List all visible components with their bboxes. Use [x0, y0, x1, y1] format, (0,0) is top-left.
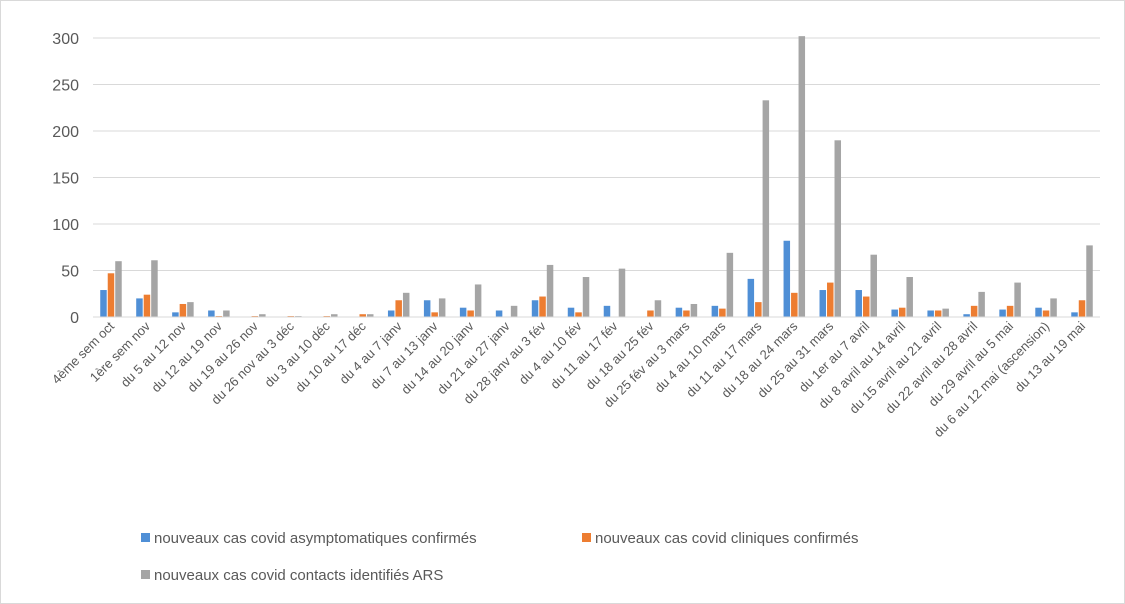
bar-series-3 — [474, 284, 482, 317]
legend-swatch — [141, 570, 150, 579]
bar-series-1 — [675, 307, 683, 317]
legend-swatch — [141, 533, 150, 542]
bar-series-2 — [755, 302, 762, 317]
bar-series-3 — [726, 252, 734, 317]
bar-series-2 — [719, 308, 726, 317]
bar-series-2 — [683, 310, 690, 317]
bar-series-1 — [423, 300, 431, 317]
y-tick-label: 0 — [70, 310, 79, 327]
bar-series-3 — [259, 314, 266, 317]
bar-series-2 — [647, 310, 654, 317]
bar-series-1 — [855, 290, 862, 317]
y-tick-label: 300 — [52, 31, 79, 48]
legend: nouveaux cas covid asymptomatiques confi… — [141, 530, 858, 584]
bar-series-3 — [402, 292, 410, 317]
bar-series-2 — [395, 300, 402, 317]
bars — [100, 36, 1093, 317]
bar-series-1 — [999, 309, 1006, 317]
bar-series-3 — [582, 277, 590, 317]
bar-series-1 — [711, 305, 719, 317]
bar-series-3 — [798, 36, 806, 317]
bar-series-3 — [546, 264, 554, 317]
bar-series-3 — [1014, 282, 1021, 317]
bar-series-3 — [870, 254, 877, 317]
legend-label: nouveaux cas covid cliniques confirmés — [595, 530, 858, 547]
y-tick-label: 200 — [52, 124, 79, 141]
bar-series-3 — [834, 140, 842, 317]
bar-series-1 — [891, 309, 898, 317]
bar-series-2 — [575, 312, 582, 317]
bar-series-3 — [762, 100, 770, 317]
bar-series-1 — [100, 290, 107, 317]
bar-series-2 — [934, 310, 942, 317]
y-tick-label: 100 — [52, 217, 79, 234]
bar-series-2 — [107, 273, 115, 317]
bar-series-2 — [970, 305, 978, 317]
bar-series-1 — [927, 310, 934, 317]
bar-series-2 — [179, 303, 187, 317]
bar-series-1 — [208, 310, 215, 317]
bar-series-3 — [942, 308, 949, 317]
bar-series-2 — [431, 312, 438, 317]
bar-series-3 — [223, 310, 230, 317]
bar-series-2 — [1042, 310, 1050, 317]
bar-series-1 — [783, 240, 791, 317]
bar-series-1 — [136, 298, 143, 317]
bar-series-1 — [387, 310, 395, 317]
bar-series-1 — [172, 312, 179, 317]
gridlines — [93, 37, 1100, 318]
bar-series-2 — [827, 282, 834, 317]
bar-series-1 — [1071, 312, 1078, 317]
bar-series-1 — [459, 307, 467, 317]
legend-label: nouveaux cas covid contacts identifiés A… — [154, 567, 443, 584]
bar-series-3 — [690, 303, 698, 317]
bar-series-2 — [467, 310, 474, 317]
legend-swatch — [582, 533, 591, 542]
legend-label: nouveaux cas covid asymptomatiques confi… — [154, 530, 477, 547]
bar-series-3 — [510, 305, 518, 317]
bar-series-1 — [1035, 307, 1042, 317]
bar-series-1 — [495, 310, 503, 317]
bar-series-2 — [539, 296, 546, 317]
bar-series-3 — [331, 314, 338, 317]
bar-series-2 — [1006, 305, 1014, 317]
bar-series-3 — [654, 300, 662, 317]
bar-series-1 — [819, 290, 827, 317]
y-tick-label: 250 — [52, 78, 79, 95]
bar-series-3 — [906, 277, 913, 317]
bar-series-3 — [438, 298, 446, 317]
bar-series-2 — [898, 307, 906, 317]
bar-series-2 — [791, 292, 798, 317]
bar-series-1 — [963, 314, 970, 317]
bar-series-3 — [151, 260, 158, 317]
bar-series-3 — [1086, 245, 1093, 317]
bar-series-3 — [187, 302, 194, 317]
bar-series-3 — [115, 261, 122, 317]
y-tick-label: 150 — [52, 171, 79, 188]
bar-series-1 — [531, 300, 539, 317]
bar-series-1 — [747, 278, 755, 317]
y-tick-label: 50 — [61, 264, 79, 281]
bar-series-2 — [143, 294, 151, 317]
bar-series-2 — [1078, 300, 1086, 317]
bar-series-3 — [1050, 298, 1057, 317]
bar-series-2 — [862, 296, 870, 317]
bar-series-1 — [567, 307, 575, 317]
bar-series-3 — [366, 314, 374, 317]
y-axis: 0 50 100 150 200 250 300 — [52, 31, 79, 327]
bar-series-2 — [359, 314, 366, 317]
bar-series-1 — [603, 305, 611, 317]
bar-series-3 — [618, 268, 626, 317]
bar-series-3 — [978, 291, 985, 317]
